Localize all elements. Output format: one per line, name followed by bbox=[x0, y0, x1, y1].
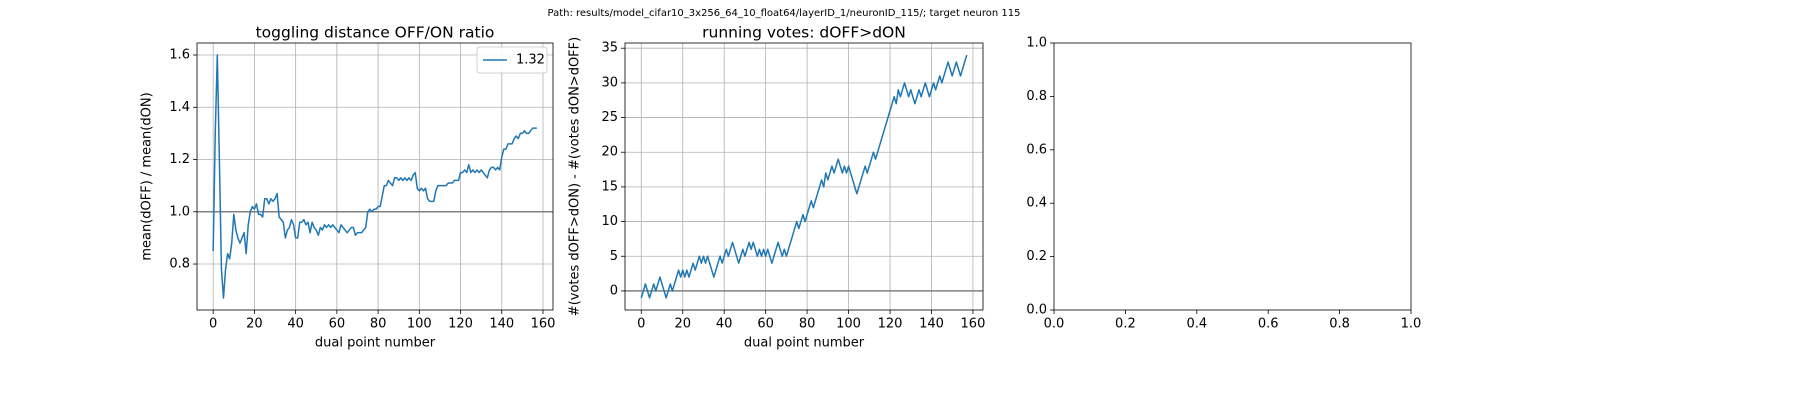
suptitle: Path: results/model_cifar10_3x256_64_10_… bbox=[548, 8, 1021, 19]
x-tick-label: 0.6 bbox=[1258, 317, 1279, 332]
x-tick-label: 120 bbox=[448, 317, 473, 332]
axes-title: running votes: dOFF>dON bbox=[702, 24, 906, 42]
y-tick-label: 0.6 bbox=[1026, 142, 1047, 157]
x-tick-label: 80 bbox=[370, 317, 387, 332]
y-axis-label: #(votes dOFF>dON) - #(votes dON>dOFF) bbox=[568, 37, 583, 316]
x-tick-label: 0.0 bbox=[1044, 317, 1065, 332]
y-tick-label: 35 bbox=[601, 41, 618, 56]
y-tick-label: 0.8 bbox=[1026, 89, 1047, 104]
x-tick-label: 0 bbox=[637, 317, 645, 332]
y-tick-label: 1.4 bbox=[169, 100, 190, 115]
y-tick-label: 15 bbox=[601, 179, 618, 194]
axes: 0 20 40 60 80 100 120 140 160 0.8 1.0 1.2 1.4 1.6 togg… bbox=[140, 24, 556, 351]
axes-frame bbox=[196, 42, 554, 311]
y-tick-label: 10 bbox=[601, 214, 618, 229]
y-tick-label: 1.2 bbox=[169, 152, 190, 167]
x-tick-label: 1.0 bbox=[1401, 317, 1422, 332]
x-tick-label: 20 bbox=[674, 317, 691, 332]
axes-title: toggling distance OFF/ON ratio bbox=[256, 24, 495, 42]
x-tick-label: 0.8 bbox=[1329, 317, 1350, 332]
x-tick-label: 40 bbox=[716, 317, 733, 332]
x-tick-label: 100 bbox=[407, 317, 432, 332]
data-line bbox=[212, 54, 537, 299]
x-tick-label: 40 bbox=[287, 317, 304, 332]
y-tick-label: 5 bbox=[610, 249, 618, 264]
x-tick-label: 0.4 bbox=[1186, 317, 1207, 332]
y-tick-label: 1.6 bbox=[169, 48, 190, 63]
x-tick-label: 120 bbox=[878, 317, 903, 332]
y-axis-label: mean(dOFF) / mean(dON) bbox=[140, 92, 155, 260]
legend-label: 1.32 bbox=[516, 53, 545, 68]
x-tick-label: 60 bbox=[757, 317, 774, 332]
axes-frame bbox=[624, 42, 984, 311]
x-axis-label: dual point number bbox=[315, 336, 436, 351]
y-tick-label: 0.8 bbox=[169, 257, 190, 272]
y-tick-label: 1.0 bbox=[169, 204, 190, 219]
x-tick-label: 160 bbox=[531, 317, 556, 332]
axes: 0.0 0.2 0.4 0.6 0.8 1.0 0.0 0.2 0.4 0.6 0.8 1.0 bbox=[1026, 36, 1421, 332]
x-axis-label: dual point number bbox=[744, 336, 865, 351]
axes: 0 20 40 60 80 100 120 140 160 0 5 10 15 20 25 30 35 runni… bbox=[568, 24, 986, 351]
y-tick-label: 25 bbox=[601, 110, 618, 125]
x-tick-label: 140 bbox=[489, 317, 514, 332]
legend: 1.32 bbox=[476, 46, 548, 74]
y-tick-label: 0.0 bbox=[1026, 303, 1047, 318]
x-tick-label: 0.2 bbox=[1115, 317, 1136, 332]
axes-frame bbox=[1053, 42, 1412, 311]
y-tick-label: 1.0 bbox=[1026, 36, 1047, 51]
y-tick-label: 0.2 bbox=[1026, 249, 1047, 264]
x-tick-label: 160 bbox=[961, 317, 986, 332]
legend-box bbox=[476, 46, 548, 74]
y-tick-label: 20 bbox=[601, 145, 618, 160]
x-tick-label: 80 bbox=[799, 317, 816, 332]
x-tick-label: 60 bbox=[329, 317, 346, 332]
x-tick-label: 140 bbox=[919, 317, 944, 332]
x-tick-label: 0 bbox=[209, 317, 217, 332]
x-tick-label: 100 bbox=[836, 317, 861, 332]
y-tick-label: 0 bbox=[610, 283, 618, 298]
y-tick-label: 30 bbox=[601, 75, 618, 90]
x-tick-label: 20 bbox=[246, 317, 263, 332]
data-line bbox=[640, 54, 968, 299]
y-tick-label: 0.4 bbox=[1026, 196, 1047, 211]
